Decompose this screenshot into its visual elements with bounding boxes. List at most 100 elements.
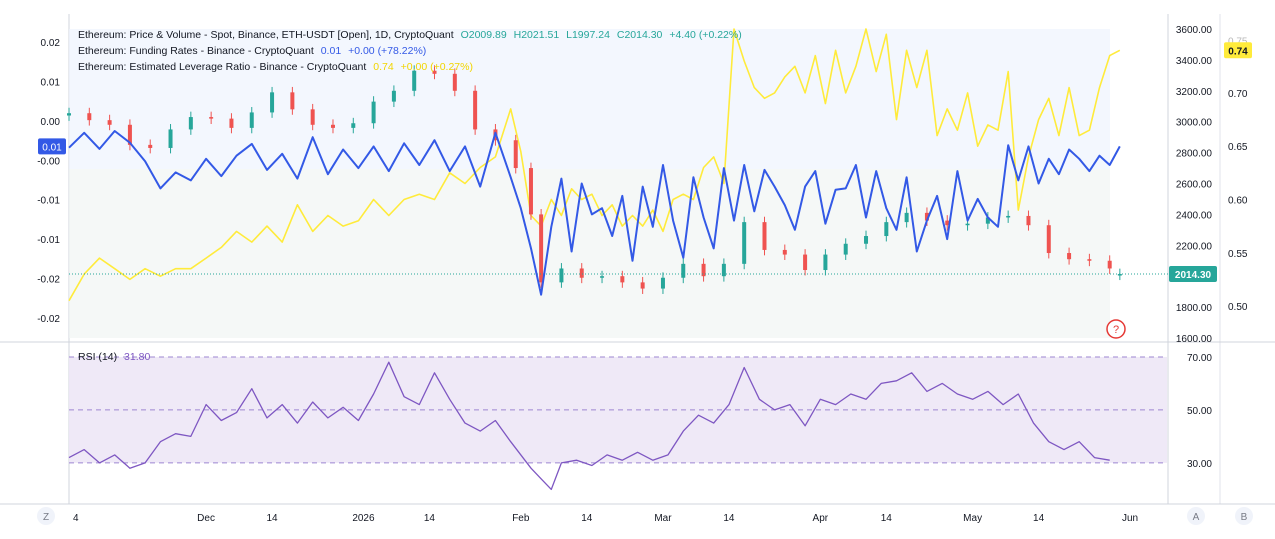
candle-body (681, 264, 685, 278)
candle-body (169, 129, 173, 148)
legend-leverage-value: 0.74 (373, 61, 394, 73)
left-axis-tick-label: -0.01 (37, 235, 60, 246)
candle-body (1067, 253, 1071, 259)
candle-body (844, 244, 848, 255)
svg-text:RSI (14) 31.80: RSI (14) 31.80 (78, 351, 150, 363)
candle-body (742, 222, 746, 264)
legend-leverage-name: Ethereum: Estimated Leverage Ratio - Bin… (78, 61, 366, 73)
legend-rsi-name: RSI (14) (78, 351, 117, 363)
log-scale-button-label: B (1241, 512, 1248, 523)
svg-text:Ethereum: Estimated Leverage R: Ethereum: Estimated Leverage Ratio - Bin… (78, 61, 473, 73)
left-axis-tick-label: -0.00 (37, 156, 60, 167)
time-axis-tick-label: May (963, 513, 982, 524)
legend-price-o-label: O (461, 29, 469, 41)
candle-body (1108, 261, 1112, 269)
candle-body (620, 276, 624, 282)
left-axis-tick-label: -0.02 (37, 275, 60, 286)
leverage-axis-tick-label: 0.70 (1228, 89, 1248, 100)
candle-body (290, 92, 294, 109)
candle-body (823, 255, 827, 270)
candle-body (539, 214, 543, 282)
price-axis-tick-label: 2400.00 (1176, 210, 1213, 221)
candle-body (229, 119, 233, 128)
time-axis-tick-label: 14 (266, 513, 278, 524)
legend-funding-value: 0.01 (321, 45, 342, 57)
time-axis-tick-label: 4 (73, 513, 79, 524)
help-icon[interactable]: ? (1107, 320, 1125, 338)
candle-body (67, 113, 71, 115)
price-axis-tick-label: 3600.00 (1176, 25, 1213, 36)
rsi-axis-tick-label: 50.00 (1187, 406, 1212, 417)
candle-body (209, 117, 213, 119)
left-axis-tick-label: 0.02 (41, 38, 61, 49)
left-axis-tick-label: -0.02 (37, 314, 60, 325)
candle-body (1026, 216, 1030, 225)
time-axis-tick-label: 2026 (352, 513, 375, 524)
legend-price-change: +4.40 (+0.22%) (669, 29, 741, 41)
legend-funding-name: Ethereum: Funding Rates - Binance - Cryp… (78, 45, 314, 57)
leverage-axis-tick-label: 0.50 (1228, 302, 1248, 313)
rsi-axis-tick-label: 70.00 (1187, 353, 1212, 364)
time-axis-tick-label: 14 (581, 513, 593, 524)
log-scale-button[interactable]: B (1235, 507, 1253, 525)
candle-body (1087, 259, 1091, 261)
candle-body (884, 222, 888, 236)
candle-body (331, 125, 335, 128)
candle-body (392, 91, 396, 102)
legend-price-name: Ethereum: Price & Volume - Spot, Binance… (78, 29, 454, 41)
candle-body (108, 120, 112, 125)
candle-body (250, 112, 254, 127)
time-axis-tick-label: Jun (1122, 513, 1138, 524)
auto-scale-button[interactable]: A (1187, 507, 1205, 525)
candle-body (559, 268, 563, 282)
leverage-value-badge-text: 0.74 (1228, 46, 1248, 57)
leverage-axis-tick-label: 0.65 (1228, 142, 1248, 153)
candle-body (905, 213, 909, 222)
price-axis-tick-label: 2600.00 (1176, 180, 1213, 191)
auto-scale-button-label: A (1193, 512, 1200, 523)
candle-body (270, 92, 274, 112)
candle-body (803, 255, 807, 270)
candle-body (412, 71, 416, 91)
price-value-badge-text: 2014.30 (1175, 270, 1212, 281)
price-axis-tick-label: 2200.00 (1176, 241, 1213, 252)
candle-body (783, 250, 787, 255)
help-icon-glyph: ? (1113, 324, 1119, 336)
price-axis-tick-label: 2800.00 (1176, 149, 1213, 160)
legend-funding-change: +0.00 (+78.22%) (348, 45, 426, 57)
candle-body (600, 276, 604, 278)
zoom-button[interactable]: Z (37, 507, 55, 525)
candle-body (529, 168, 533, 214)
candle-body (864, 236, 868, 244)
legend-rsi-value: 31.80 (124, 351, 150, 363)
time-axis-tick-label: 14 (723, 513, 735, 524)
candle-body (514, 140, 518, 168)
candle-body (311, 109, 315, 124)
candle-body (87, 113, 91, 120)
rsi-axis-tick-label: 30.00 (1187, 459, 1212, 470)
candle-body (148, 145, 152, 148)
price-axis-tick-label: 3200.00 (1176, 87, 1213, 98)
funding-value-badge-text: 0.01 (42, 142, 62, 153)
price-axis-tick-label: 1600.00 (1176, 334, 1213, 345)
candle-body (641, 282, 645, 288)
candle-body (966, 224, 970, 226)
legend-price-o: 2009.89 (469, 29, 507, 41)
time-axis-tick-label: 14 (881, 513, 893, 524)
svg-text:Ethereum: Price & Volume - Spo: Ethereum: Price & Volume - Spot, Binance… (78, 29, 742, 41)
leverage-axis-tick-label: 0.60 (1228, 195, 1248, 206)
time-axis-tick-label: Dec (197, 513, 215, 524)
left-axis-tick-label: 0.00 (41, 117, 61, 128)
candle-body (453, 74, 457, 91)
candle-body (1047, 225, 1051, 253)
candle-body (1006, 216, 1010, 218)
left-axis-tick-label: -0.01 (37, 196, 60, 207)
legend-price-h-label: H (514, 29, 522, 41)
legend-leverage-change: +0.00 (+0.27%) (401, 61, 473, 73)
legend-price-l: 1997.24 (572, 29, 610, 41)
time-axis-tick-label: Apr (813, 513, 829, 524)
candle-body (189, 117, 193, 129)
time-axis-tick-label: Mar (654, 513, 672, 524)
candle-body (372, 102, 376, 124)
